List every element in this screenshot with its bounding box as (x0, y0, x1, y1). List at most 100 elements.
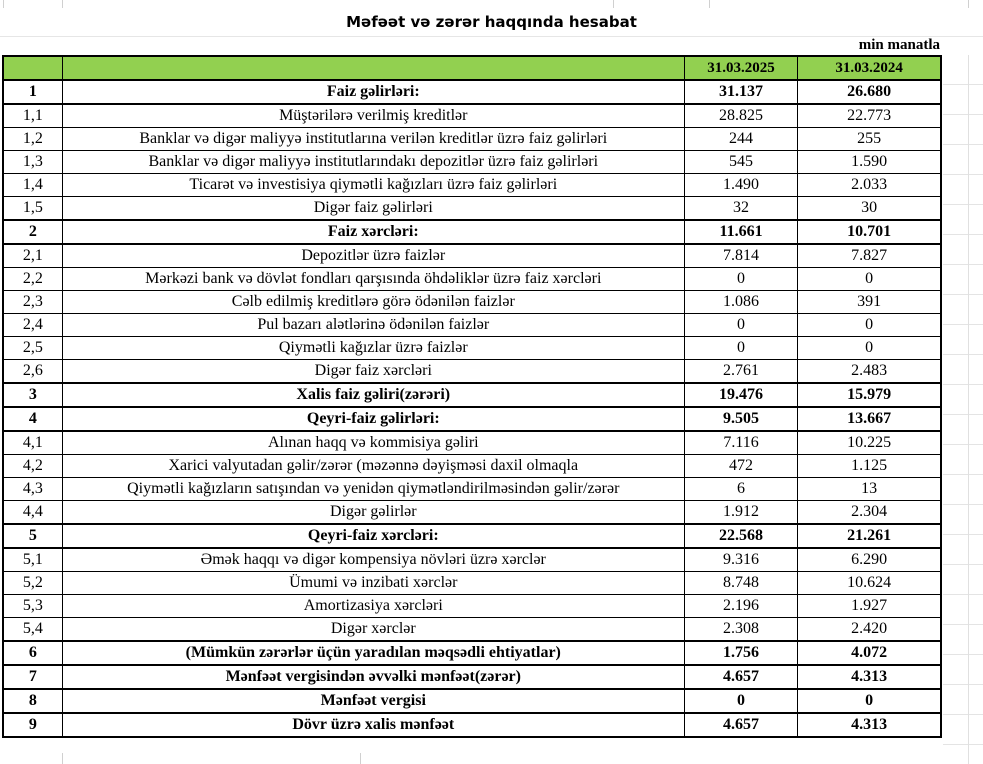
header-date-2024-cell[interactable]: 31.03.2024 (797, 55, 942, 81)
value-2025-cell[interactable]: 2.196 (683, 594, 799, 618)
value-2024-cell[interactable]: 1.125 (797, 454, 942, 478)
row-number-cell[interactable]: 2,4 (2, 313, 63, 337)
header-empty-num-cell[interactable] (2, 55, 63, 81)
value-2025-cell[interactable]: 472 (683, 454, 799, 478)
value-2025-cell[interactable]: 0 (683, 688, 799, 714)
row-number-cell[interactable]: 5 (2, 523, 63, 549)
value-2025-cell[interactable]: 31.137 (683, 79, 799, 105)
value-2024-cell[interactable]: 6.290 (797, 547, 942, 572)
value-2024-cell[interactable]: 10.225 (797, 430, 942, 455)
row-number-cell[interactable]: 2,5 (2, 336, 63, 360)
row-number-cell[interactable]: 1,4 (2, 173, 63, 197)
row-label-cell[interactable]: Cəlb edilmiş kreditlərə görə ödənilən fa… (61, 290, 685, 314)
row-number-cell[interactable]: 4 (2, 406, 63, 432)
value-2025-cell[interactable]: 22.568 (683, 523, 799, 549)
row-label-cell[interactable]: Pul bazarı alətlərinə ödənilən faizlər (61, 313, 685, 337)
row-label-cell[interactable]: Digər gəlirlər (61, 500, 685, 525)
value-2024-cell[interactable]: 26.680 (797, 79, 942, 105)
row-label-cell[interactable]: Alınan haqq və kommisiya gəliri (61, 430, 685, 455)
row-number-cell[interactable]: 5,1 (2, 547, 63, 572)
value-2024-cell[interactable]: 255 (797, 127, 942, 151)
value-2025-cell[interactable]: 0 (683, 267, 799, 291)
row-label-cell[interactable]: Qeyri-faiz xərcləri: (61, 523, 685, 549)
row-label-cell[interactable]: Dövr üzrə xalis mənfəət (61, 712, 685, 738)
row-number-cell[interactable]: 6 (2, 640, 63, 666)
value-2025-cell[interactable]: 2.761 (683, 359, 799, 384)
row-label-cell[interactable]: Digər faiz xərcləri (61, 359, 685, 384)
value-2025-cell[interactable]: 19.476 (683, 382, 799, 408)
value-2024-cell[interactable]: 4.072 (797, 640, 942, 666)
report-title-cell[interactable]: Məfəət və zərər haqqında hesabat (0, 8, 983, 37)
value-2025-cell[interactable]: 244 (683, 127, 799, 151)
row-label-cell[interactable]: Banklar və digər maliyyə institutlarına … (61, 127, 685, 151)
row-number-cell[interactable]: 1,1 (2, 103, 63, 128)
row-label-cell[interactable]: Qiymətli kağızların satışından və yenidə… (61, 477, 685, 501)
row-label-cell[interactable]: Əmək haqqı və digər kompensiya növləri ü… (61, 547, 685, 572)
value-2024-cell[interactable]: 13 (797, 477, 942, 501)
row-number-cell[interactable]: 2,6 (2, 359, 63, 384)
row-label-cell[interactable]: Qeyri-faiz gəlirləri: (61, 406, 685, 432)
value-2024-cell[interactable]: 21.261 (797, 523, 942, 549)
row-label-cell[interactable]: Depozitlər üzrə faizlər (61, 243, 685, 268)
row-number-cell[interactable]: 9 (2, 712, 63, 738)
value-2024-cell[interactable]: 10.701 (797, 219, 942, 245)
value-2025-cell[interactable]: 545 (683, 150, 799, 174)
row-label-cell[interactable]: (Mümkün zərərlər üçün yaradılan məqsədli… (61, 640, 685, 666)
row-number-cell[interactable]: 5,4 (2, 617, 63, 642)
value-2025-cell[interactable]: 9.316 (683, 547, 799, 572)
row-label-cell[interactable]: Digər xərclər (61, 617, 685, 642)
value-2025-cell[interactable]: 4.657 (683, 664, 799, 690)
row-number-cell[interactable]: 2 (2, 219, 63, 245)
row-number-cell[interactable]: 4,3 (2, 477, 63, 501)
row-number-cell[interactable]: 5,3 (2, 594, 63, 618)
value-2024-cell[interactable]: 0 (797, 313, 942, 337)
row-number-cell[interactable]: 1,5 (2, 196, 63, 221)
value-2025-cell[interactable]: 0 (683, 313, 799, 337)
value-2025-cell[interactable]: 1.756 (683, 640, 799, 666)
value-2024-cell[interactable]: 30 (797, 196, 942, 221)
row-number-cell[interactable]: 4,2 (2, 454, 63, 478)
row-number-cell[interactable]: 2,2 (2, 267, 63, 291)
value-2025-cell[interactable]: 32 (683, 196, 799, 221)
row-number-cell[interactable]: 3 (2, 382, 63, 408)
value-2024-cell[interactable]: 4.313 (797, 712, 942, 738)
row-label-cell[interactable]: Xarici valyutadan gəlir/zərər (məzənnə d… (61, 454, 685, 478)
row-number-cell[interactable]: 8 (2, 688, 63, 714)
value-2025-cell[interactable]: 6 (683, 477, 799, 501)
row-number-cell[interactable]: 2,3 (2, 290, 63, 314)
row-number-cell[interactable]: 4,4 (2, 500, 63, 525)
value-2025-cell[interactable]: 28.825 (683, 103, 799, 128)
value-2024-cell[interactable]: 0 (797, 336, 942, 360)
value-2024-cell[interactable]: 7.827 (797, 243, 942, 268)
value-2024-cell[interactable]: 13.667 (797, 406, 942, 432)
value-2025-cell[interactable]: 4.657 (683, 712, 799, 738)
value-2025-cell[interactable]: 1.086 (683, 290, 799, 314)
row-label-cell[interactable]: Xalis faiz gəliri(zərəri) (61, 382, 685, 408)
value-2025-cell[interactable]: 0 (683, 336, 799, 360)
row-label-cell[interactable]: Ticarət və investisiya qiymətli kağızlar… (61, 173, 685, 197)
row-label-cell[interactable]: Faiz xərcləri: (61, 219, 685, 245)
value-2025-cell[interactable]: 7.116 (683, 430, 799, 455)
value-2024-cell[interactable]: 10.624 (797, 571, 942, 595)
row-number-cell[interactable]: 7 (2, 664, 63, 690)
value-2025-cell[interactable]: 1.490 (683, 173, 799, 197)
value-2025-cell[interactable]: 2.308 (683, 617, 799, 642)
value-2024-cell[interactable]: 2.304 (797, 500, 942, 525)
value-2024-cell[interactable]: 1.927 (797, 594, 942, 618)
value-2024-cell[interactable]: 2.033 (797, 173, 942, 197)
value-2024-cell[interactable]: 0 (797, 688, 942, 714)
value-2025-cell[interactable]: 8.748 (683, 571, 799, 595)
value-2024-cell[interactable]: 2.420 (797, 617, 942, 642)
row-number-cell[interactable]: 2,1 (2, 243, 63, 268)
row-label-cell[interactable]: Banklar və digər maliyyə institutlarında… (61, 150, 685, 174)
value-2025-cell[interactable]: 1.912 (683, 500, 799, 525)
row-label-cell[interactable]: Faiz gəlirləri: (61, 79, 685, 105)
value-2024-cell[interactable]: 0 (797, 267, 942, 291)
row-label-cell[interactable]: Mərkəzi bank və dövlət fondları qarşısın… (61, 267, 685, 291)
row-label-cell[interactable]: Mənfəət vergisi (61, 688, 685, 714)
value-2024-cell[interactable]: 2.483 (797, 359, 942, 384)
row-number-cell[interactable]: 1,3 (2, 150, 63, 174)
row-label-cell[interactable]: Mənfəət vergisindən əvvəlki mənfəət(zərə… (61, 664, 685, 690)
header-empty-label-cell[interactable] (61, 55, 685, 81)
row-label-cell[interactable]: Amortizasiya xərcləri (61, 594, 685, 618)
